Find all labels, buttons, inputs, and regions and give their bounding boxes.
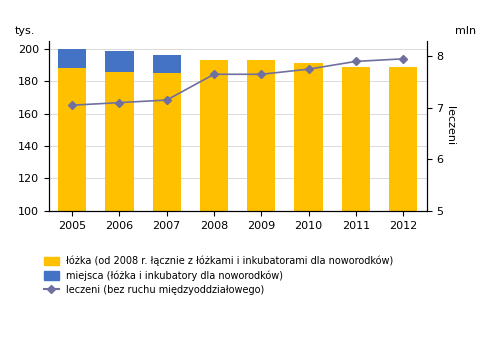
Y-axis label: leczeni: leczeni: [444, 106, 454, 146]
Bar: [152, 73, 181, 340]
Bar: [199, 60, 227, 340]
Bar: [105, 71, 133, 340]
Bar: [388, 67, 416, 340]
Bar: [152, 55, 181, 73]
Bar: [246, 60, 275, 340]
Bar: [58, 68, 86, 340]
Legend: łóżka (od 2008 r. łącznie z łóżkami i inkubatorami dla noworodków), miejsca (łóż: łóżka (od 2008 r. łącznie z łóżkami i in…: [41, 253, 395, 298]
Bar: [105, 51, 133, 71]
Bar: [341, 67, 369, 340]
Text: mln: mln: [454, 26, 475, 36]
Bar: [58, 49, 86, 68]
Text: tys.: tys.: [15, 26, 35, 36]
Bar: [294, 64, 322, 340]
